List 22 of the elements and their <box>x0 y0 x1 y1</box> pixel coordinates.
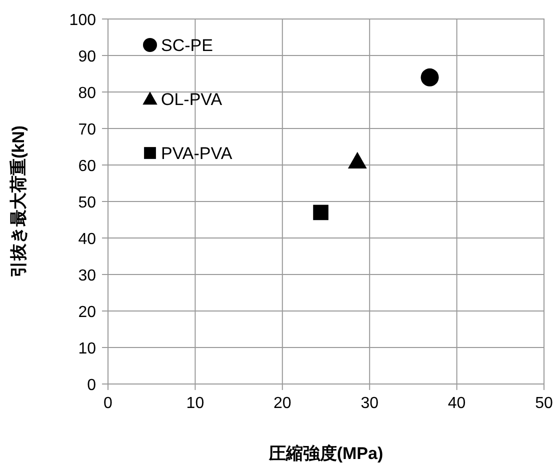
x-tick-label: 40 <box>448 395 466 412</box>
y-tick-label: 90 <box>78 48 96 66</box>
y-tick-label: 100 <box>69 12 96 29</box>
y-tick-label: 30 <box>78 268 96 284</box>
y-tick-label: 40 <box>78 231 96 248</box>
x-tick-label: 50 <box>535 395 553 412</box>
legend-label: SC-PE <box>161 36 213 55</box>
x-tick-label: 0 <box>104 395 113 412</box>
x-tick-label: 10 <box>186 395 204 412</box>
y-tick-label: 60 <box>78 158 96 175</box>
x-tick-label: 30 <box>360 395 379 412</box>
legend-label: PVA-PVA <box>161 144 233 163</box>
legend-label: OL-PVA <box>161 90 223 109</box>
y-tick-label: 80 <box>78 85 96 102</box>
y-tick-label: 10 <box>78 340 96 358</box>
x-tick-label: 20 <box>274 395 292 412</box>
y-tick-label: 0 <box>87 377 96 394</box>
y-tick-label: 70 <box>78 122 96 138</box>
y-tick-label: 50 <box>78 194 96 212</box>
y-tick-label: 20 <box>78 304 96 321</box>
y-axis-title: 引抜き最大荷重(kN) <box>9 125 28 278</box>
x-axis-title: 圧縮強度(MPa) <box>268 444 384 463</box>
